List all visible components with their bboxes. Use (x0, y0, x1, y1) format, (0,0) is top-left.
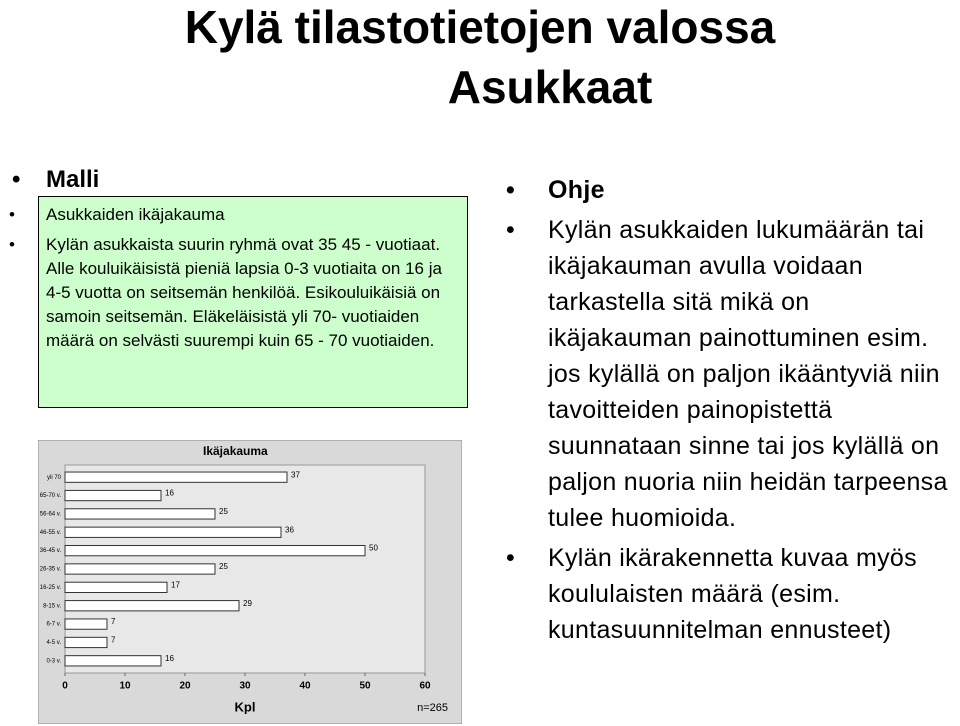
x-tick-label: 0 (62, 681, 68, 692)
left-item: Kylän asukkaista suurin ryhmä ovat 35 45… (9, 233, 456, 353)
age-chart: Ikäjakauma Kpl n=265 0 10 20 30 40 50 60 yli 70… (38, 440, 462, 724)
slide-subtitle: Asukkaat (447, 61, 653, 113)
y-tick-label: 8-15 v. (43, 603, 61, 609)
bar (64, 618, 108, 630)
left-heading: Malli (12, 166, 100, 194)
y-tick-label: 16-25 v. (40, 585, 62, 591)
bar (64, 508, 216, 520)
x-tick-label: 10 (119, 681, 131, 692)
bar (64, 563, 216, 575)
value-label: 17 (171, 580, 180, 589)
y-tick-label: 0-3 v. (46, 658, 61, 664)
left-list: Asukkaiden ikäjakauma Kylän asukkaista s… (9, 203, 456, 353)
value-label: 16 (165, 489, 174, 498)
x-tick-label: 30 (239, 681, 251, 692)
bar (64, 489, 162, 502)
x-axis-label: Kpl (235, 699, 256, 714)
y-tick-label: 56-64 v. (40, 511, 62, 517)
x-tick-label: 20 (179, 681, 191, 692)
x-tick-label: 40 (299, 681, 311, 692)
value-label: 37 (291, 470, 300, 479)
left-item: Asukkaiden ikäjakauma (9, 203, 456, 227)
value-label: 36 (285, 525, 294, 534)
y-tick-label: yli 70 (47, 475, 62, 481)
y-tick-label: 26-35 v. (40, 567, 62, 573)
right-list: Ohje Kylän asukkaiden lukumäärän tai ikä… (506, 172, 958, 652)
right-item: Kylän asukkaiden lukumäärän tai ikäjakau… (506, 212, 958, 536)
bar (64, 471, 288, 483)
x-tick-label: 50 (359, 681, 371, 692)
value-label: 50 (369, 544, 378, 553)
bar (64, 600, 240, 612)
y-tick-label: 46-55 v. (40, 530, 62, 536)
value-label: 25 (219, 507, 228, 516)
right-item: Kylän ikärakennetta kuvaa myös koululais… (506, 540, 958, 648)
value-label: 16 (165, 654, 174, 663)
annotation: n=265 (417, 702, 448, 714)
bar (64, 655, 162, 667)
y-tick-label: 6-7 v. (46, 622, 61, 628)
bar (64, 636, 108, 649)
value-label: 7 (111, 636, 116, 645)
value-label: 25 (219, 562, 228, 571)
y-tick-label: 4-5 v. (46, 640, 61, 646)
chart-title: Ikäjakauma (203, 444, 268, 458)
y-tick-label: 36-45 v. (40, 548, 62, 554)
bar (64, 581, 168, 594)
x-tick-label: 60 (419, 681, 431, 692)
value-label: 29 (243, 599, 252, 608)
right-heading: Ohje (506, 172, 958, 208)
bar (64, 526, 282, 538)
value-label: 7 (111, 617, 116, 626)
y-tick-label: 65-70 v. (40, 493, 62, 499)
bar (64, 544, 366, 557)
slide-title: Kylä tilastotietojen valossa (184, 1, 776, 53)
